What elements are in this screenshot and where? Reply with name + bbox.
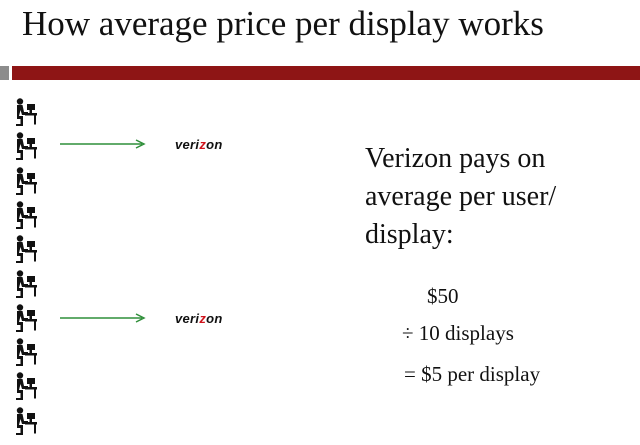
person-at-computer-icon: [14, 269, 38, 303]
explanation-text: Verizon pays on average per user/ displa…: [365, 140, 556, 254]
person-at-computer-icon: [14, 132, 38, 165]
person-at-computer-icon: [14, 304, 38, 337]
explanation-line: Verizon pays on: [365, 143, 546, 174]
arrow-right-icon: [60, 313, 146, 323]
person-at-computer-icon: [14, 98, 38, 131]
explanation-line: average per user/: [365, 181, 557, 212]
explanation-line: display:: [365, 219, 454, 250]
person-at-computer-icon: [14, 235, 38, 268]
calc-result: = $5 per display: [404, 362, 541, 386]
verizon-logo: verizon: [175, 137, 223, 152]
title-rule-grey: [0, 66, 9, 80]
arrow-right-icon: [60, 139, 146, 149]
calc-total: $50: [427, 284, 459, 308]
title-rule-red: [12, 66, 640, 80]
person-at-computer-icon: [14, 406, 38, 440]
person-at-computer-icon: [14, 201, 38, 234]
slide-title: How average price per display works: [22, 4, 544, 43]
person-at-computer-icon: [14, 166, 38, 200]
person-at-computer-icon: [14, 338, 38, 371]
verizon-logo: verizon: [175, 311, 223, 326]
calc-divisor: ÷ 10 displays: [402, 321, 514, 345]
person-at-computer-icon: [14, 372, 38, 405]
